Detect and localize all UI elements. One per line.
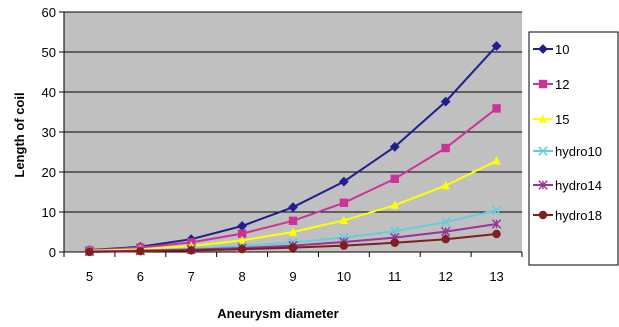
legend-item-15: 15 (533, 112, 569, 127)
x-tick-label: 12 (438, 269, 452, 284)
data-point-hydro10 (491, 205, 502, 216)
data-point-10 (440, 96, 451, 107)
data-point-hydro18 (390, 238, 399, 247)
legend-marker (538, 79, 548, 89)
x-tick-label: 7 (188, 269, 195, 284)
y-tick-label: 60 (42, 5, 56, 20)
legend-marker (538, 146, 548, 156)
data-point-12 (288, 216, 298, 225)
series-hydro18 (85, 229, 501, 257)
y-tick-label: 40 (42, 85, 56, 100)
legend-label: 12 (555, 77, 569, 92)
data-point-hydro14 (440, 226, 451, 237)
legend: 10 12 15 hydro10 hydro14 hydro18 (528, 31, 619, 266)
x-tick-label: 9 (289, 269, 296, 284)
x-tick-label: 8 (238, 269, 245, 284)
y-tick-labels: 0 10 20 30 40 50 60 (42, 5, 56, 260)
legend-box (528, 31, 619, 266)
legend-label: hydro14 (555, 178, 602, 193)
data-point-15 (390, 200, 399, 209)
data-point-hydro18 (136, 247, 145, 256)
data-point-15 (339, 215, 349, 225)
y-tick-label: 20 (42, 165, 56, 180)
x-axis-title: Aneurysm diameter (217, 306, 338, 321)
data-point-hydro18 (441, 235, 450, 244)
data-point-12 (441, 143, 450, 153)
data-point-hydro18 (187, 246, 196, 255)
legend-item-hydro18: hydro18 (533, 208, 602, 223)
data-point-10 (491, 41, 502, 51)
legend-marker (538, 44, 548, 54)
data-point-10 (338, 176, 349, 187)
legend-label: 10 (555, 42, 569, 57)
data-point-hydro18 (339, 241, 349, 250)
data-point-12 (492, 104, 501, 113)
data-point-15 (441, 180, 450, 190)
x-tick-label: 5 (86, 269, 93, 284)
legend-label: hydro18 (555, 208, 602, 223)
legend-label: hydro10 (555, 144, 602, 159)
x-tick-labels: 5 6 7 8 9 10 11 12 13 (86, 269, 504, 284)
x-tick-label: 13 (489, 269, 503, 284)
data-point-hydro10 (339, 232, 349, 243)
legend-item-hydro14: hydro14 (533, 178, 602, 193)
legend-label: 15 (555, 112, 569, 127)
series-lines (84, 41, 502, 257)
x-tick-label: 10 (337, 269, 351, 284)
y-tick-label: 50 (42, 45, 56, 60)
legend-marker (538, 180, 548, 190)
data-point-12 (237, 229, 247, 238)
y-axis-title: Length of coil (12, 92, 27, 177)
data-point-15 (288, 227, 298, 236)
data-point-15 (492, 156, 501, 165)
legend-item-10: 10 (533, 42, 569, 57)
x-tick-label: 6 (137, 269, 144, 284)
data-point-15 (237, 235, 247, 245)
legend-marker (538, 210, 548, 220)
x-tick-label: 11 (388, 269, 402, 284)
data-point-10 (288, 202, 298, 213)
data-point-hydro18 (288, 243, 298, 252)
data-point-12 (339, 198, 349, 207)
data-point-hydro10 (440, 217, 451, 227)
legend-marker (538, 114, 548, 123)
y-tick-label: 10 (42, 205, 56, 220)
data-point-hydro14 (491, 219, 502, 229)
y-tick-label: 0 (49, 245, 56, 260)
data-point-hydro18 (237, 245, 247, 254)
data-point-10 (389, 141, 400, 152)
data-point-hydro18 (85, 247, 94, 257)
legend-item-hydro10: hydro10 (533, 144, 602, 159)
data-point-hydro18 (492, 229, 501, 239)
legend-item-12: 12 (533, 77, 569, 92)
y-tick-label: 30 (42, 125, 56, 140)
data-point-12 (390, 174, 399, 183)
